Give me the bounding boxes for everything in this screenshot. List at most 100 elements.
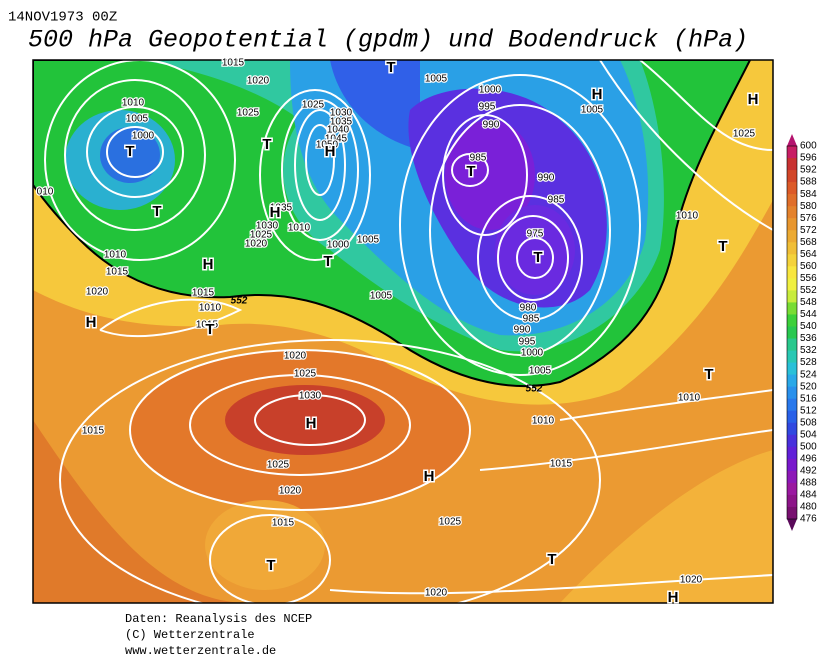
colorbar-label: 568 xyxy=(800,237,817,248)
colorbar-label: 480 xyxy=(800,502,817,513)
colorbar-swatch xyxy=(787,302,797,315)
isobar-label: 1025 xyxy=(302,100,325,111)
isobar-label: 1030 xyxy=(330,108,353,119)
isobar-label: 985 xyxy=(523,314,540,325)
isobar-label: 995 xyxy=(519,337,536,348)
colorbar-swatch xyxy=(787,482,797,496)
pressure-center: H xyxy=(306,415,317,432)
colorbar-swatch xyxy=(787,266,797,279)
pressure-center: T xyxy=(125,143,134,160)
isobar-label: 1025 xyxy=(267,460,290,471)
map xyxy=(33,60,773,603)
isobar-label: 1020 xyxy=(425,588,448,599)
map-frame xyxy=(32,59,774,604)
pressure-center: H xyxy=(203,256,214,273)
colorbar-swatch xyxy=(787,506,797,520)
colorbar-label: 520 xyxy=(800,381,817,392)
isobar-label: 1015 xyxy=(82,426,105,437)
isobar-label: 1015 xyxy=(192,288,215,299)
isobar-label: 1000 xyxy=(132,131,155,142)
pressure-center: T xyxy=(704,366,713,383)
isobar-label: 1045 xyxy=(325,134,348,145)
colorbar-swatch xyxy=(787,326,797,340)
title: 500 hPa Geopotential (gpdm) und Bodendru… xyxy=(28,26,748,55)
colorbar-swatch xyxy=(787,410,797,424)
isobar-label: 980 xyxy=(520,303,537,314)
isobar-label: 995 xyxy=(479,102,496,113)
colorbar-swatch xyxy=(787,242,797,255)
isobar-label: 010 xyxy=(37,187,54,198)
colorbar-swatch xyxy=(787,386,797,400)
colorbar-label: 560 xyxy=(800,261,817,272)
colorbar-arrow xyxy=(787,519,797,531)
colorbar-swatch xyxy=(787,362,797,376)
isobar-label: 1005 xyxy=(581,105,604,116)
colorbar-label: 576 xyxy=(800,213,817,224)
colorbar-swatch xyxy=(787,194,797,207)
isobar-label: 1010 xyxy=(104,250,127,261)
pressure-center: T xyxy=(547,551,556,568)
colorbar-swatch xyxy=(787,230,797,243)
date: 14NOV1973 00Z xyxy=(8,10,117,26)
pressure-center: T xyxy=(152,203,161,220)
colorbar-label: 556 xyxy=(800,273,817,284)
isobar-label: 1020 xyxy=(284,351,307,362)
isobar-label: 1015 xyxy=(106,267,129,278)
isobar-label: 1025 xyxy=(250,230,273,241)
colorbar-label: 532 xyxy=(800,345,817,356)
pressure-center: T xyxy=(262,136,271,153)
colorbar-label: 528 xyxy=(800,357,817,368)
colorbar-label: 544 xyxy=(800,309,817,320)
isobar-label: 1005 xyxy=(357,235,380,246)
isobar-label: 1005 xyxy=(529,366,552,377)
colorbar-swatch xyxy=(787,314,797,327)
colorbar-swatch xyxy=(787,422,797,436)
colorbar-label: 536 xyxy=(800,333,817,344)
contour-label: 552 xyxy=(231,296,248,307)
isobar-label: 1035 xyxy=(330,117,353,128)
isobar-label: 1025 xyxy=(237,108,260,119)
colorbar-label: 484 xyxy=(800,490,817,501)
pressure-center: H xyxy=(592,86,603,103)
colorbar-label: 516 xyxy=(800,393,817,404)
pressure-center: T xyxy=(533,249,542,266)
colorbar-label: 512 xyxy=(800,405,817,416)
pressure-center: H xyxy=(325,143,336,160)
colorbar-swatch xyxy=(787,494,797,508)
isobar-label: 1020 xyxy=(86,287,109,298)
isobar-label: 990 xyxy=(514,325,531,336)
colorbar-label: 580 xyxy=(800,201,817,212)
colorbar-label: 488 xyxy=(800,478,817,489)
colorbar-label: 588 xyxy=(800,177,817,188)
isobar-label: 1030 xyxy=(256,221,279,232)
colorbar-label: 548 xyxy=(800,297,817,308)
isobar-label: 990 xyxy=(538,173,555,184)
colorbar-label: 476 xyxy=(800,514,817,525)
pressure-center: T xyxy=(323,253,332,270)
colorbar-swatch xyxy=(787,338,797,352)
isobar-label: 1020 xyxy=(279,486,302,497)
colorbar-label: 504 xyxy=(800,429,817,440)
footer-line: www.wetterzentrale.de xyxy=(125,644,276,656)
colorbar-swatch xyxy=(787,374,797,388)
isobar-label: 985 xyxy=(548,195,565,206)
isobar-label: 1010 xyxy=(678,393,701,404)
colorbar-label: 600 xyxy=(800,141,817,152)
pressure-center: T xyxy=(466,163,475,180)
isobar-label: 975 xyxy=(527,229,544,240)
isobar-label: 990 xyxy=(483,120,500,131)
colorbar-swatch xyxy=(787,254,797,267)
pressure-center: H xyxy=(424,468,435,485)
isobar-label: 1020 xyxy=(247,76,270,87)
isobar-label: 1015 xyxy=(196,320,219,331)
colorbar-swatch xyxy=(787,350,797,364)
colorbar-label: 500 xyxy=(800,441,817,452)
pressure-center: H xyxy=(86,314,97,331)
footer-line: Daten: Reanalysis des NCEP xyxy=(125,612,312,626)
colorbar-swatch xyxy=(787,182,797,195)
colorbar-swatch xyxy=(787,278,797,291)
isobar-label: 1020 xyxy=(680,575,703,586)
colorbar-arrow xyxy=(787,134,797,146)
colorbar-label: 496 xyxy=(800,453,817,464)
